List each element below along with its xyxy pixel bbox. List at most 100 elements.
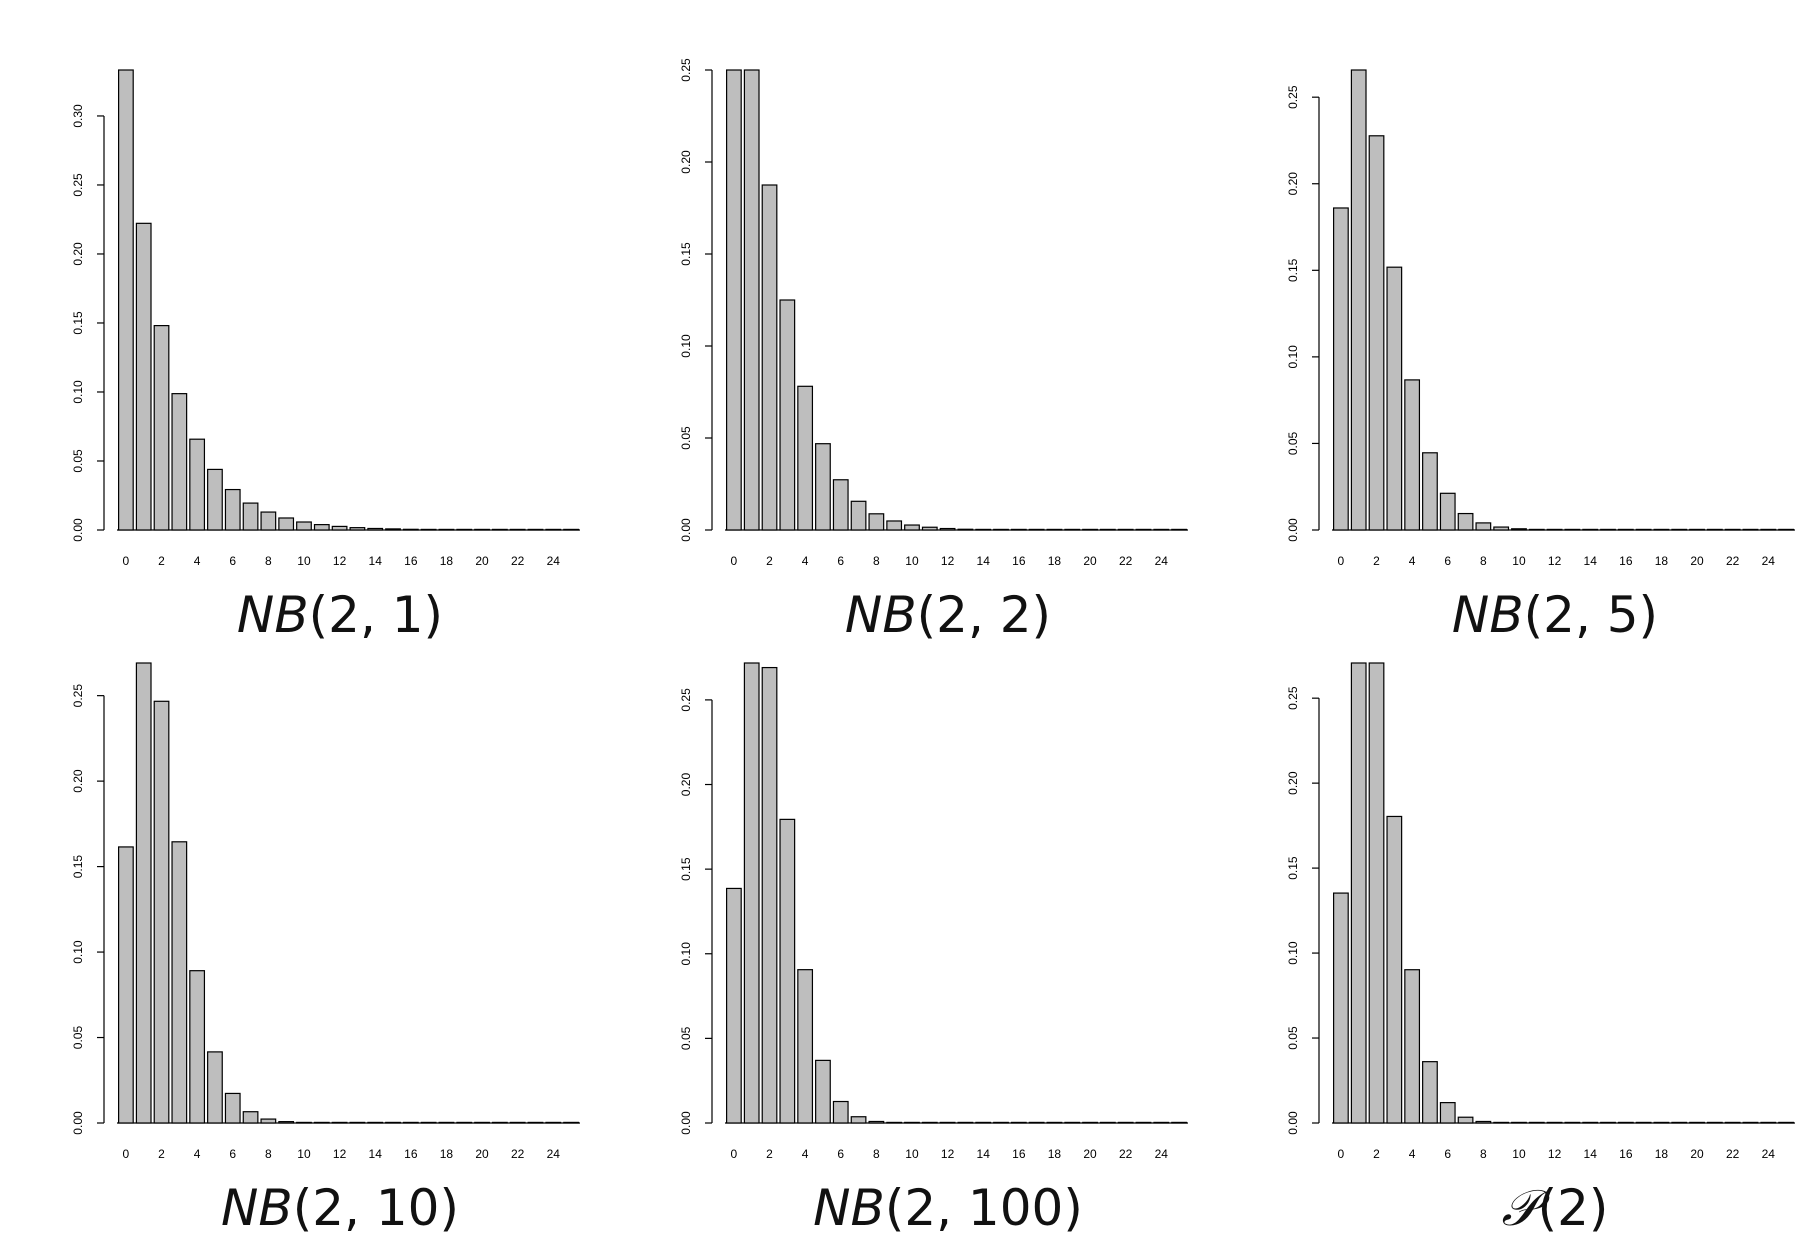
- chart-poisson-2: 0.000.050.100.150.200.250 2 4 6 8 10 12 14 16 18 2…: [1286, 662, 1795, 1161]
- x-tick-label: 16: [1619, 1147, 1633, 1161]
- x-tick-label: 16: [1012, 1147, 1026, 1161]
- bar: [438, 1121, 455, 1124]
- bar: [207, 1051, 223, 1124]
- bar: [1653, 528, 1670, 531]
- bar: [886, 1121, 903, 1124]
- bar: [957, 1121, 974, 1124]
- x-tick-label: 22: [1726, 1147, 1740, 1161]
- bar: [743, 69, 760, 531]
- chart-nb-2-2: 0.000.050.100.150.200.250 2 4 6 8 10 12 14 16 18 2…: [679, 58, 1188, 568]
- bar: [868, 1120, 885, 1124]
- x-tick-label: 22: [1119, 554, 1133, 568]
- bar: [189, 438, 206, 531]
- bar: [1099, 1121, 1116, 1124]
- x-tick-label: 16: [1619, 554, 1633, 568]
- bar: [1368, 135, 1385, 531]
- bar: [1135, 528, 1152, 531]
- bar: [1635, 528, 1652, 531]
- x-tick-label: 16: [1012, 554, 1026, 568]
- chart-title-main: NB: [221, 1179, 293, 1237]
- x-tick-label: 2: [1373, 554, 1380, 568]
- y-tick-label: 0.00: [1286, 518, 1300, 542]
- x-tick-label: 24: [547, 554, 561, 568]
- bar: [743, 662, 760, 1124]
- y-tick-label: 0.00: [71, 518, 85, 542]
- y-tick-label: 0.25: [1286, 85, 1300, 109]
- bar: [815, 443, 831, 531]
- x-tick-label: 6: [837, 1147, 844, 1161]
- y-tick-label: 0.05: [1286, 431, 1300, 455]
- y-tick-label: 0.15: [679, 857, 693, 881]
- panel-nb-2-5: 0.00 0.05 0.10 0.15 0.20 0.25 0 2 4 6 8 10 12 14 16 18 2…: [1215, 0, 1815, 640]
- bar: [1332, 207, 1349, 531]
- bar: [171, 393, 188, 531]
- bar: [1475, 1120, 1492, 1124]
- bar: [1582, 1121, 1599, 1124]
- x-tick-label: 4: [1409, 1147, 1416, 1161]
- bar: [1617, 528, 1634, 531]
- x-tick-label: 20: [1083, 554, 1097, 568]
- bar: [832, 1100, 849, 1124]
- bar: [1564, 528, 1581, 531]
- chart-title-main: NB: [1451, 586, 1524, 644]
- bar: [725, 69, 742, 531]
- bar: [1671, 1121, 1688, 1124]
- x-tick-label: 18: [440, 554, 454, 568]
- x-tick-label: 20: [1083, 1147, 1097, 1161]
- bar: [527, 528, 544, 531]
- bar: [725, 887, 742, 1124]
- bar: [402, 528, 419, 531]
- bar: [1475, 522, 1492, 531]
- y-tick-label: 0.05: [1286, 1026, 1300, 1050]
- bar: [349, 527, 366, 531]
- chart-nb-2-100: 0.000.050.100.150.200.250 2 4 6 8 10 12 14 16 18 2…: [679, 662, 1188, 1161]
- bar: [367, 527, 384, 531]
- bar: [278, 1121, 295, 1124]
- bar: [1350, 69, 1367, 531]
- bar: [331, 1121, 348, 1124]
- y-tick-label: 0.10: [679, 334, 693, 358]
- bar: [1742, 528, 1759, 531]
- x-tick-label: 10: [905, 554, 919, 568]
- bar: [456, 1121, 473, 1124]
- bar: [797, 385, 814, 531]
- x-tick-label: 24: [1762, 554, 1776, 568]
- bar: [474, 528, 490, 531]
- chart-title-args: (2, 100): [884, 1179, 1083, 1237]
- x-tick-label: 8: [1480, 1147, 1487, 1161]
- bar: [438, 528, 455, 531]
- bar: [904, 524, 920, 531]
- x-tick-label: 8: [265, 554, 272, 568]
- y-tick-label: 0.15: [1286, 258, 1300, 282]
- bar: [975, 528, 992, 531]
- bar: [1046, 1121, 1063, 1124]
- bar: [1564, 1121, 1581, 1124]
- y-tick-label: 0.25: [679, 58, 693, 82]
- chart-nb-2-10: 0.000.050.100.150.200.250 2 4 6 8 10 12 14 16 18 2…: [71, 662, 580, 1161]
- bar: [1511, 1121, 1527, 1124]
- bar: [117, 846, 134, 1124]
- bar: [385, 1121, 401, 1124]
- bar: [850, 1116, 867, 1124]
- bar: [1457, 1116, 1474, 1124]
- bar: [1082, 528, 1098, 531]
- bar: [939, 1121, 956, 1124]
- bar: [153, 700, 170, 1124]
- bar: [761, 666, 778, 1124]
- bar: [1689, 1121, 1705, 1124]
- x-tick-label: 10: [297, 1147, 311, 1161]
- x-tick-label: 8: [265, 1147, 272, 1161]
- bar: [420, 1121, 437, 1124]
- bar: [1546, 1121, 1563, 1124]
- y-tick-label: 0.30: [71, 104, 85, 128]
- x-tick-label: 2: [766, 554, 773, 568]
- bar: [1082, 1121, 1098, 1124]
- bar: [761, 184, 778, 531]
- bar: [1724, 528, 1741, 531]
- bar: [242, 1111, 259, 1124]
- bar: [260, 511, 277, 531]
- chart-title-args: (2, 10): [292, 1179, 459, 1237]
- bar: [313, 1121, 330, 1124]
- chart-title: NB(2, 1): [80, 590, 600, 640]
